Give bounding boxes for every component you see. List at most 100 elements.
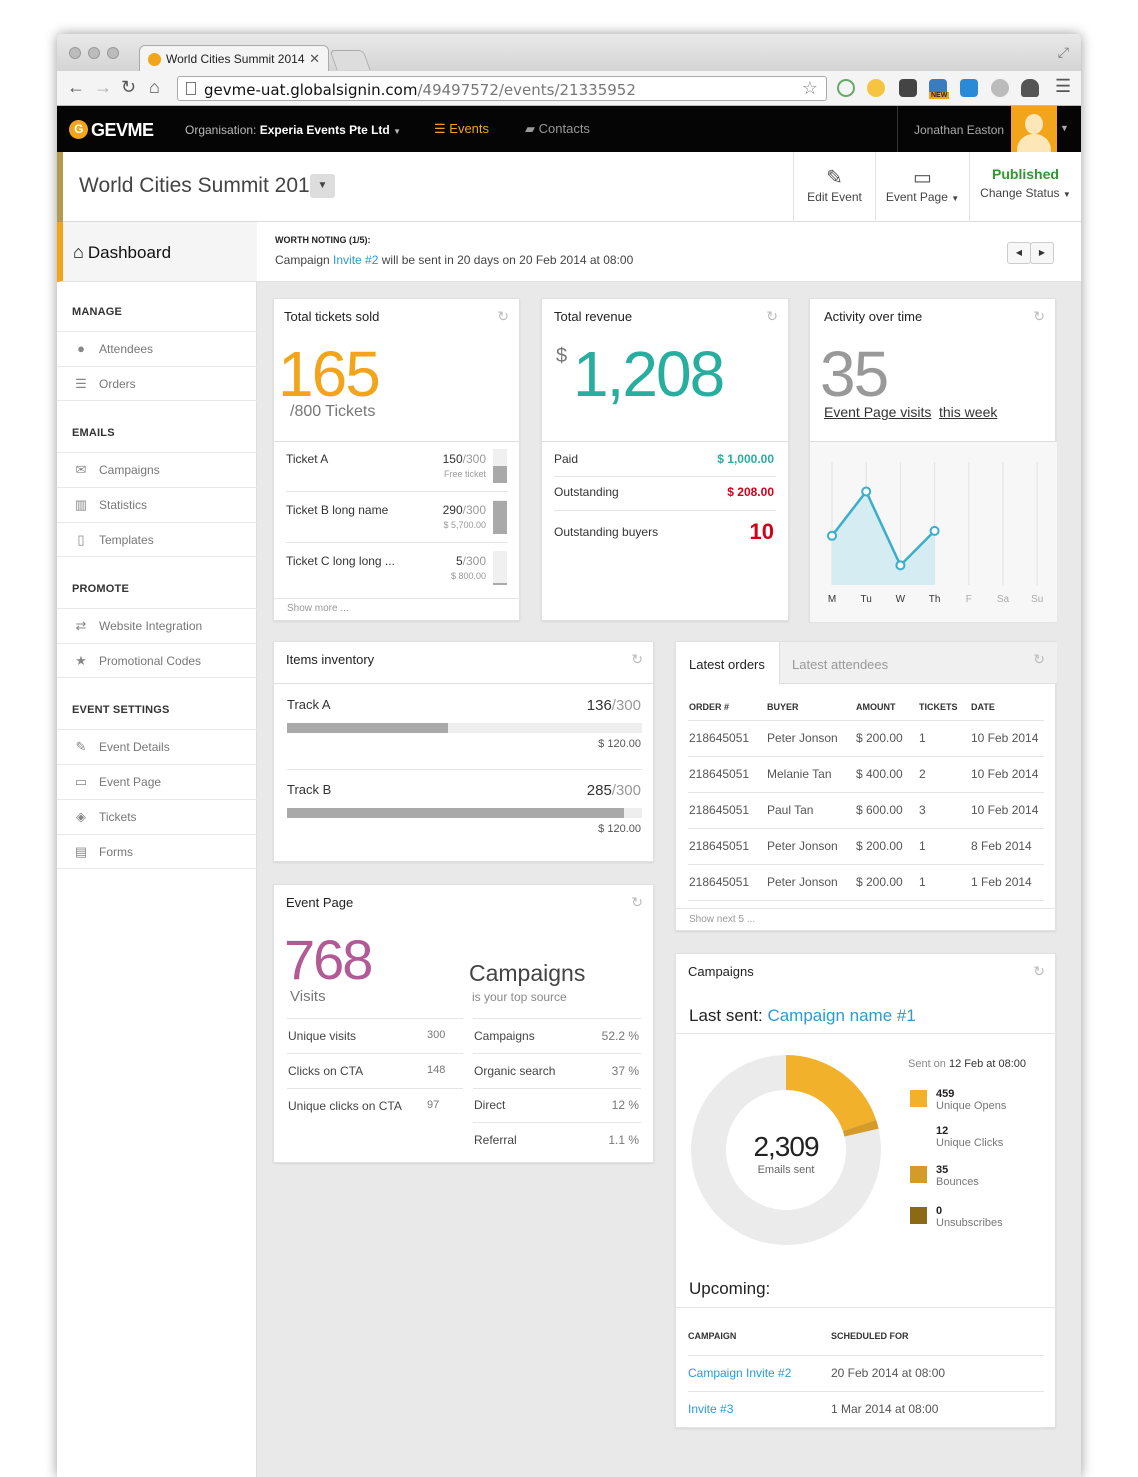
sidebar-item-event-details[interactable]: ✎ Event Details	[57, 729, 257, 764]
home-icon[interactable]: ⌂	[149, 77, 160, 97]
edit-event-button[interactable]: ✎ Edit Event	[793, 152, 875, 222]
photo-extension-icon[interactable]	[960, 79, 978, 97]
tab-latest-attendees[interactable]: Latest attendees	[792, 657, 889, 672]
table-row[interactable]: 218645051 Peter Jonson $ 200.00 1 10 Feb 201…	[688, 720, 1044, 757]
show-next-link[interactable]: Show next 5 ...	[689, 914, 756, 925]
notice-campaign-link[interactable]: Invite #2	[333, 253, 379, 267]
tab-latest-orders[interactable]: Latest orders	[676, 642, 780, 685]
table-row[interactable]: 218645051 Peter Jonson $ 200.00 1 8 Feb 2014	[688, 828, 1044, 865]
upcoming-campaign-link[interactable]: Invite #3	[688, 1391, 831, 1428]
upcoming-campaign-link[interactable]: Campaign Invite #2	[688, 1355, 831, 1392]
order-cell: 218645051	[688, 720, 766, 757]
legend-label: Bounces	[936, 1176, 979, 1188]
refresh-icon[interactable]: ↻	[1033, 963, 1045, 979]
worth-noting-banner: WORTH NOTING (1/5): Campaign Invite #2 w…	[257, 222, 1081, 282]
sidebar-item-campaigns[interactable]: ✉ Campaigns	[57, 452, 257, 487]
refresh-icon[interactable]: ↻	[631, 894, 643, 910]
sidebar-item-website-integration[interactable]: ⇄ Website Integration	[57, 608, 257, 643]
legend-value: 35	[936, 1164, 949, 1176]
eventpage-stat-value: 300	[427, 1029, 446, 1041]
monitor-icon: ▭	[74, 774, 88, 789]
legend-value: 459	[936, 1088, 955, 1100]
table-row[interactable]: Invite #3 1 Mar 2014 at 08:00	[688, 1391, 1044, 1428]
refresh-icon[interactable]: ↻	[1033, 651, 1045, 667]
sidebar-item-tickets[interactable]: ◈ Tickets	[57, 799, 257, 834]
nav-contacts[interactable]: ▰ Contacts	[525, 121, 590, 136]
last-sent-campaign-link[interactable]: Campaign name #1	[767, 1006, 916, 1025]
event-page-button[interactable]: ▭ Event Page ▼	[875, 152, 969, 222]
user-name[interactable]: Jonathan Easton	[897, 106, 1011, 152]
back-icon[interactable]: ←	[67, 77, 85, 97]
incognito-extension-icon[interactable]	[1021, 79, 1039, 97]
sidebar-item-dashboard[interactable]: ⌂ Dashboard	[57, 222, 257, 282]
url-path: /49497572/events/21335952	[417, 81, 636, 99]
close-tab-icon[interactable]: ✕	[309, 51, 320, 66]
card-title: Total tickets sold	[284, 309, 380, 324]
avatar[interactable]	[1011, 106, 1057, 152]
ticket-count: 5/300	[455, 554, 486, 568]
ticket-sub: $ 800.00	[450, 571, 486, 581]
notice-message: Campaign Invite #2 will be sent in 20 da…	[275, 253, 634, 267]
ticket-progress-fill	[493, 501, 507, 534]
browser-tab[interactable]: World Cities Summit 2014 ✕	[139, 45, 329, 71]
order-cell: 10 Feb 2014	[970, 792, 1044, 829]
refresh-icon[interactable]: ↻	[497, 308, 509, 324]
order-cell: 1	[918, 828, 970, 865]
visits-label: Visits	[290, 988, 326, 1005]
nav-events[interactable]: ☰ Events	[434, 121, 490, 136]
notice-next-button[interactable]: ▶	[1030, 242, 1054, 264]
show-more-link[interactable]: Show more ...	[287, 603, 349, 614]
gevme-logo[interactable]: G GEVME	[69, 120, 154, 141]
bookmark-star-icon[interactable]: ☆	[801, 78, 818, 99]
chrome-menu-icon[interactable]: ☰	[1055, 76, 1072, 96]
legend-label: Unique Clicks	[936, 1137, 1004, 1149]
ghost-extension-icon[interactable]	[991, 79, 1009, 97]
zoom-window-button[interactable]	[107, 47, 119, 59]
evernote-extension-icon[interactable]	[899, 79, 917, 97]
notice-prev-button[interactable]: ◀	[1007, 242, 1031, 264]
orders-header: ORDER #	[688, 694, 766, 721]
sidebar-item-attendees[interactable]: ● Attendees	[57, 331, 257, 366]
organisation-selector[interactable]: Organisation: Experia Events Pte Ltd ▼	[185, 123, 402, 137]
sidebar-item-templates[interactable]: ▯ Templates	[57, 522, 257, 557]
event-dropdown-button[interactable]: ▼	[310, 174, 335, 198]
user-menu-chevron-icon[interactable]: ▼	[1060, 123, 1069, 133]
exchange-icon: ⇄	[75, 618, 87, 633]
forward-icon[interactable]: →	[94, 77, 112, 97]
refresh-icon[interactable]: ↻	[766, 308, 778, 324]
eventpage-source-value: 1.1 %	[608, 1132, 639, 1147]
refresh-icon[interactable]: ↻	[1033, 308, 1045, 324]
address-bar[interactable]: gevme-uat.globalsignin.com/49497572/even…	[177, 76, 827, 101]
order-cell: 218645051	[688, 864, 766, 901]
fullscreen-icon[interactable]: ⤢	[1057, 44, 1069, 60]
table-row[interactable]: 218645051 Melanie Tan $ 400.00 2 10 Feb 2014	[688, 756, 1044, 793]
chart-x-tick: Tu	[861, 594, 872, 605]
legend-value: 0	[936, 1205, 943, 1217]
refresh-icon[interactable]: ↻	[631, 651, 643, 667]
table-row[interactable]: 218645051 Paul Tan $ 600.00 3 10 Feb 2014	[688, 792, 1044, 829]
speech-extension-icon[interactable]	[867, 79, 885, 97]
sidebar-item-forms[interactable]: ▤ Forms	[57, 834, 257, 869]
activity-sub-visits[interactable]: Event Page visits	[824, 404, 932, 420]
upcoming-date: 1 Mar 2014 at 08:00	[831, 1391, 1044, 1428]
table-row[interactable]: Campaign Invite #2 20 Feb 2014 at 08:00	[688, 1355, 1044, 1392]
close-window-button[interactable]	[69, 47, 81, 59]
sidebar-item-statistics[interactable]: ▥ Statistics	[57, 487, 257, 522]
upcoming-table: CAMPAIGN SCHEDULED FOR Campaign Invite #…	[688, 1317, 1044, 1428]
activity-sub-week[interactable]: this week	[939, 404, 998, 420]
order-cell: Paul Tan	[766, 792, 855, 829]
table-row[interactable]: 218645051 Peter Jonson $ 200.00 1 1 Feb 2014	[688, 864, 1044, 901]
eventpage-source-value: 37 %	[611, 1063, 639, 1078]
sidebar-item-promotional-codes[interactable]: ★ Promotional Codes	[57, 643, 257, 678]
minimize-window-button[interactable]	[88, 47, 100, 59]
change-status-button[interactable]: Published Change Status ▼	[969, 152, 1081, 222]
order-cell: $ 200.00	[855, 828, 918, 865]
edit-icon: ✎	[826, 167, 843, 189]
top-source: Campaigns	[469, 960, 586, 986]
clock-extension-icon[interactable]	[837, 79, 855, 97]
new-tab-button[interactable]	[329, 50, 371, 70]
sidebar-item-orders[interactable]: ☰ Orders	[57, 366, 257, 401]
reload-icon[interactable]: ↻	[121, 77, 137, 97]
eventpage-source-label: Organic search	[474, 1063, 556, 1078]
sidebar-item-event-page[interactable]: ▭ Event Page	[57, 764, 257, 799]
